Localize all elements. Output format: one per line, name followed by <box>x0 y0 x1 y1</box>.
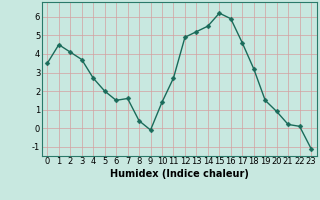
X-axis label: Humidex (Indice chaleur): Humidex (Indice chaleur) <box>110 169 249 179</box>
